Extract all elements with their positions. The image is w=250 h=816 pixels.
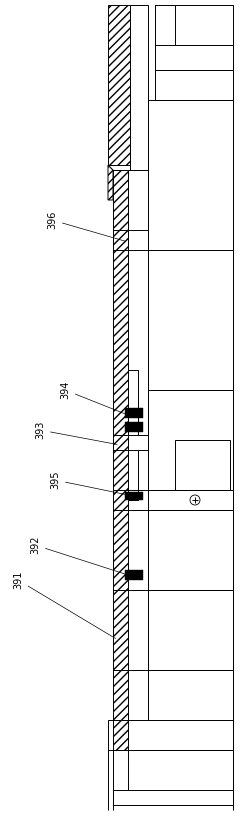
- Bar: [128, 750, 233, 805]
- Bar: [113, 435, 128, 450]
- Bar: [155, 5, 175, 73]
- Text: 391: 391: [13, 571, 116, 639]
- Bar: [128, 670, 148, 720]
- Bar: [128, 590, 148, 670]
- Bar: [113, 230, 148, 250]
- Bar: [155, 5, 233, 45]
- Bar: [125, 422, 143, 432]
- Bar: [113, 720, 128, 750]
- Text: 394: 394: [60, 381, 126, 414]
- Bar: [125, 570, 143, 580]
- Text: 395: 395: [50, 471, 125, 494]
- Bar: [125, 492, 143, 500]
- Bar: [113, 170, 128, 515]
- Bar: [113, 510, 128, 670]
- Bar: [155, 45, 233, 70]
- Text: 393: 393: [35, 421, 117, 445]
- Bar: [148, 250, 233, 390]
- Bar: [113, 790, 233, 805]
- Bar: [108, 720, 233, 750]
- Polygon shape: [108, 165, 130, 170]
- Bar: [125, 408, 143, 418]
- Bar: [148, 670, 233, 720]
- Bar: [148, 100, 233, 250]
- Bar: [148, 390, 233, 490]
- Bar: [148, 590, 233, 670]
- Bar: [175, 440, 230, 490]
- Text: 396: 396: [47, 211, 125, 242]
- Bar: [113, 230, 128, 250]
- Bar: [155, 70, 233, 100]
- Polygon shape: [108, 165, 113, 200]
- Bar: [128, 170, 148, 515]
- Bar: [128, 370, 138, 500]
- Bar: [128, 510, 148, 590]
- Text: 392: 392: [30, 536, 125, 574]
- Bar: [148, 510, 233, 590]
- Bar: [113, 435, 148, 450]
- Bar: [113, 670, 128, 750]
- Bar: [130, 5, 148, 170]
- Bar: [108, 5, 130, 170]
